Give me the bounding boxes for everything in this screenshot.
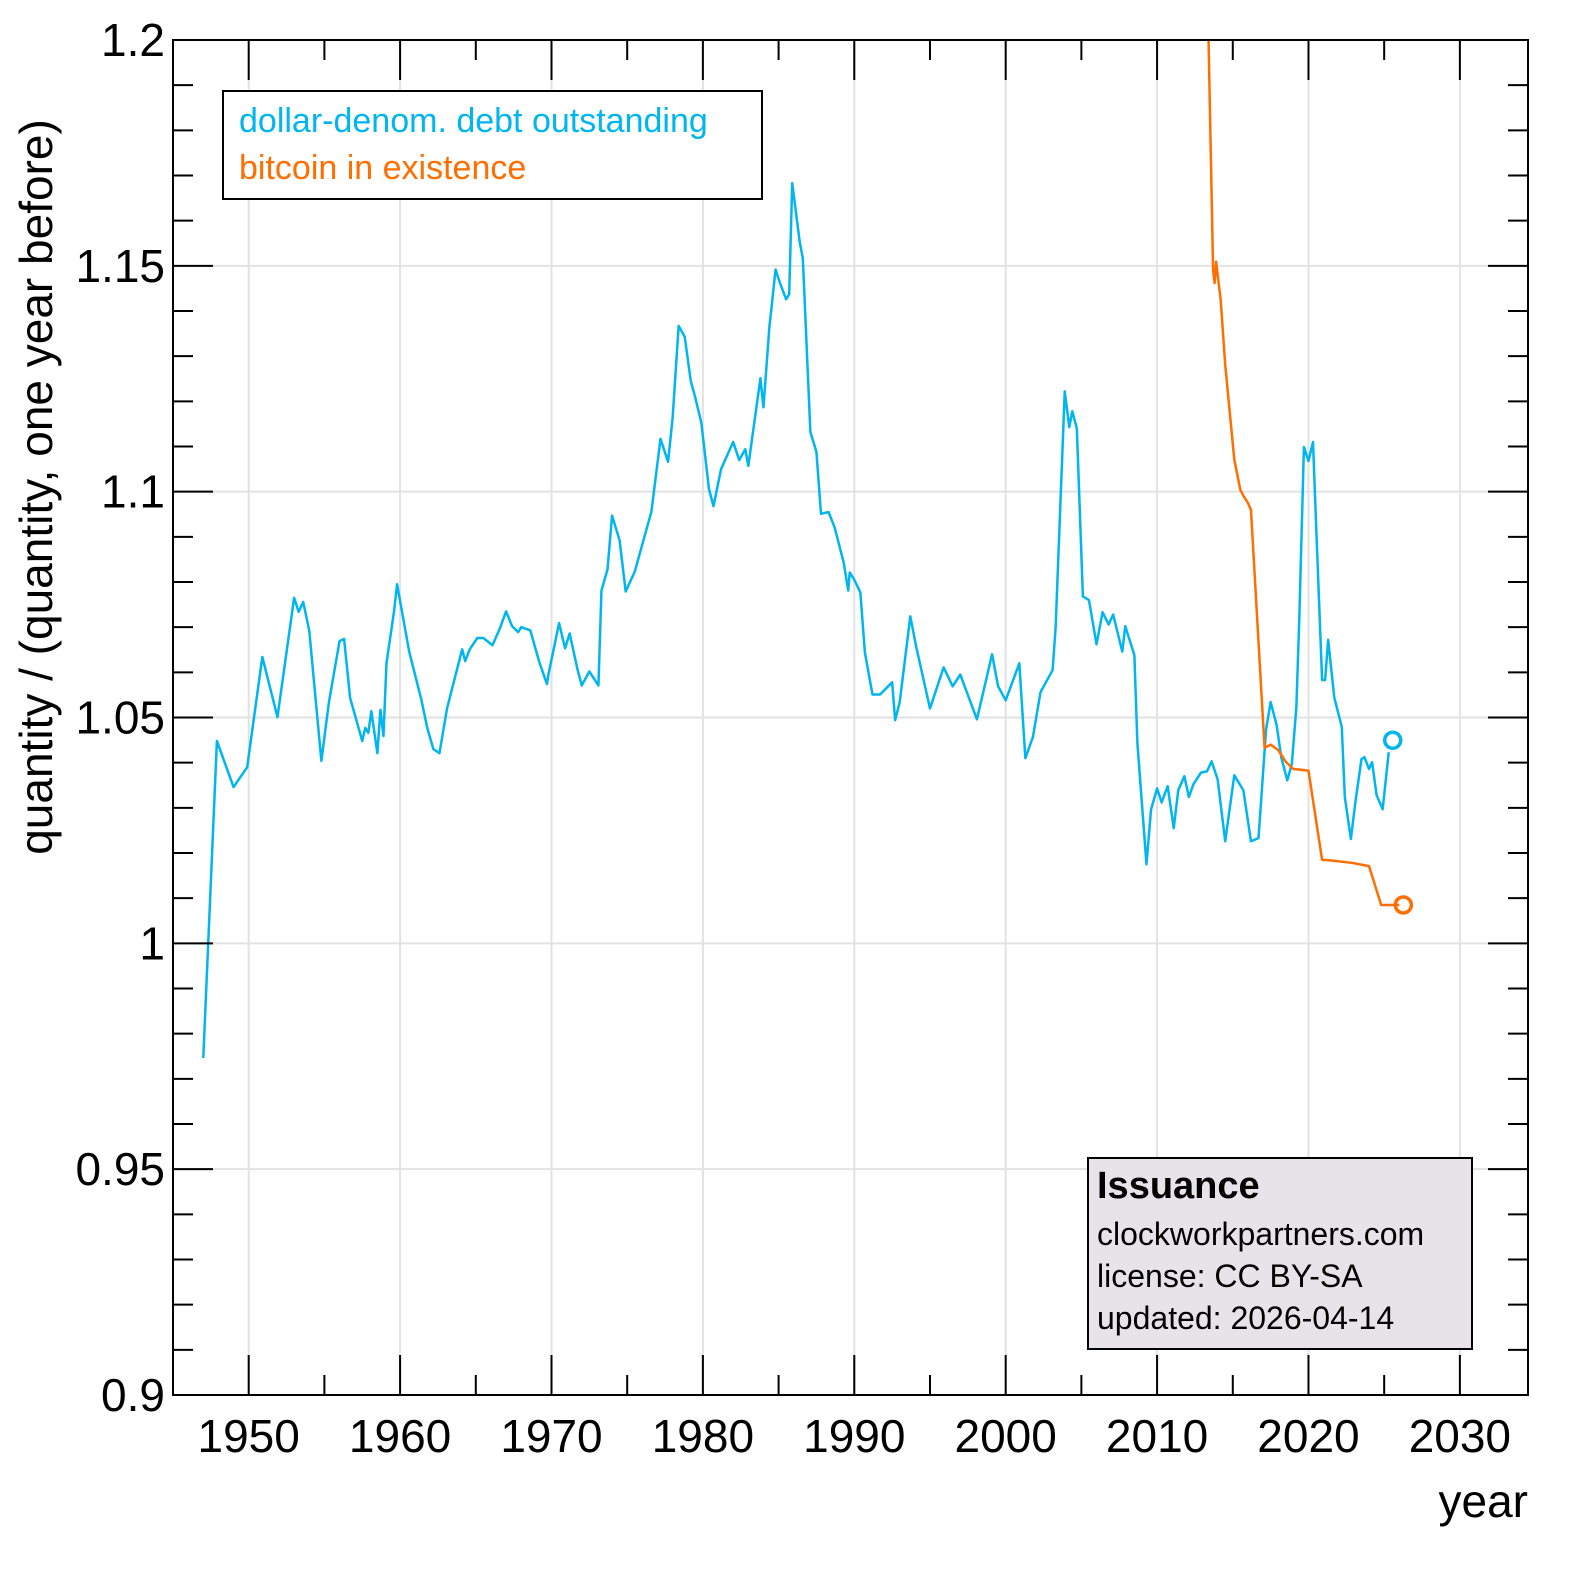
y-tick-labels: 0.9 0.95 1 1.05 1.1 1.15 1.2 [75, 14, 165, 1421]
y-tick-label: 1.2 [101, 14, 165, 66]
info-site: clockworkpartners.com [1097, 1216, 1425, 1252]
legend-entry-debt: dollar-denom. debt outstanding [239, 102, 708, 140]
x-tick-label: 1990 [803, 1410, 905, 1462]
series-end-marker-bitcoin [1393, 895, 1414, 915]
y-tick-label: 0.9 [101, 1369, 165, 1421]
series-line-debt [202, 181, 1390, 1059]
y-tick-label: 1.1 [101, 466, 165, 518]
y-tick-label: 1 [139, 917, 165, 969]
x-tick-label: 2000 [955, 1410, 1057, 1462]
series-layer [202, 39, 1414, 1059]
x-axis-label: year [1438, 1475, 1528, 1527]
x-tick-labels: 1950 1960 1970 1980 1990 2000 2010 2020 2030 [198, 1410, 1512, 1462]
info-title: Issuance [1097, 1165, 1260, 1207]
x-tick-label: 1950 [198, 1410, 300, 1462]
y-tick-label: 0.95 [75, 1143, 165, 1195]
y-tick-label: 1.15 [75, 240, 165, 292]
legend: dollar-denom. debt outstanding bitcoin i… [222, 90, 763, 200]
info-box: Issuance clockworkpartners.com license: … [1087, 1157, 1473, 1350]
series-line-bitcoin [1207, 39, 1400, 907]
info-license: license: CC BY-SA [1097, 1258, 1363, 1294]
x-tick-label: 1980 [652, 1410, 754, 1462]
series-end-marker-debt [1382, 730, 1403, 751]
legend-entry-bitcoin: bitcoin in existence [239, 149, 527, 187]
x-tick-label: 1960 [349, 1410, 451, 1462]
x-tick-label: 1970 [500, 1410, 602, 1462]
x-tick-label: 2030 [1409, 1410, 1511, 1462]
y-axis-label: quantity / (quantity, one year before) [10, 119, 62, 855]
x-tick-label: 2010 [1106, 1410, 1208, 1462]
x-tick-label: 2020 [1257, 1410, 1359, 1462]
info-updated: updated: 2026-04-14 [1097, 1300, 1395, 1336]
y-tick-label: 1.05 [75, 692, 165, 744]
axes [172, 39, 1529, 1396]
